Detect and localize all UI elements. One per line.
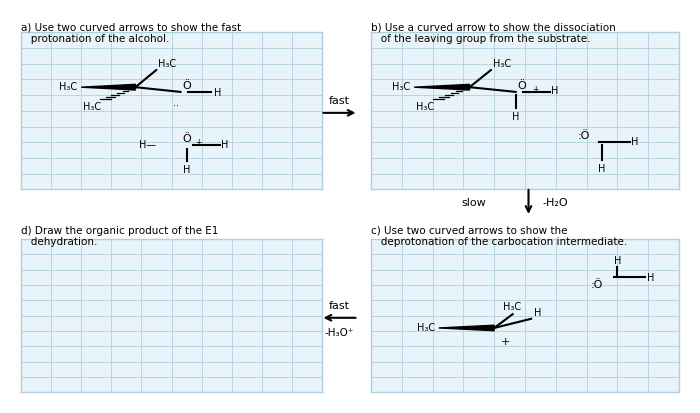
Text: H: H [631, 136, 638, 146]
Text: d) Draw the organic product of the E1
   dehydration.: d) Draw the organic product of the E1 de… [21, 225, 218, 247]
Text: slow: slow [462, 197, 486, 207]
Text: H₃C: H₃C [503, 301, 522, 311]
Text: :Ö: :Ö [592, 279, 603, 289]
Text: H: H [647, 272, 654, 282]
Text: Ö: Ö [517, 81, 526, 91]
Text: H: H [551, 86, 559, 96]
Text: Ö: Ö [182, 134, 191, 144]
Text: H: H [598, 163, 606, 173]
Text: c) Use two curved arrows to show the
   deprotonation of the carbocation interme: c) Use two curved arrows to show the dep… [371, 225, 627, 247]
Text: Ö: Ö [182, 81, 191, 91]
Text: fast: fast [329, 301, 350, 311]
Text: H₃C: H₃C [60, 82, 78, 92]
Text: H: H [183, 165, 190, 175]
Text: H₃C: H₃C [416, 101, 434, 111]
Polygon shape [439, 325, 494, 331]
Text: -H₃O⁺: -H₃O⁺ [325, 328, 354, 337]
Text: fast: fast [329, 96, 350, 106]
Text: -H₂O: -H₂O [542, 197, 568, 207]
Text: +: + [500, 336, 510, 346]
Text: +: + [533, 85, 539, 94]
Text: +: + [195, 138, 202, 146]
Text: H₃C: H₃C [417, 323, 435, 332]
Polygon shape [414, 85, 470, 91]
Text: H₃C: H₃C [392, 82, 410, 92]
Text: H: H [534, 308, 542, 318]
Text: H—: H— [139, 140, 157, 150]
Text: H₃C: H₃C [158, 59, 176, 69]
Text: H: H [214, 88, 221, 97]
Text: b) Use a curved arrow to show the dissociation
   of the leaving group from the : b) Use a curved arrow to show the dissoc… [371, 23, 616, 44]
Text: H₃C: H₃C [493, 59, 511, 69]
Text: H: H [512, 112, 519, 121]
Text: H₃C: H₃C [83, 101, 101, 111]
Text: H: H [614, 256, 621, 266]
Text: :Ö: :Ö [578, 131, 589, 140]
Text: H: H [221, 140, 228, 150]
Text: ·​·: ·​· [173, 100, 179, 111]
Text: a) Use two curved arrows to show the fast
   protonation of the alcohol.: a) Use two curved arrows to show the fas… [21, 23, 241, 44]
Polygon shape [81, 85, 135, 91]
